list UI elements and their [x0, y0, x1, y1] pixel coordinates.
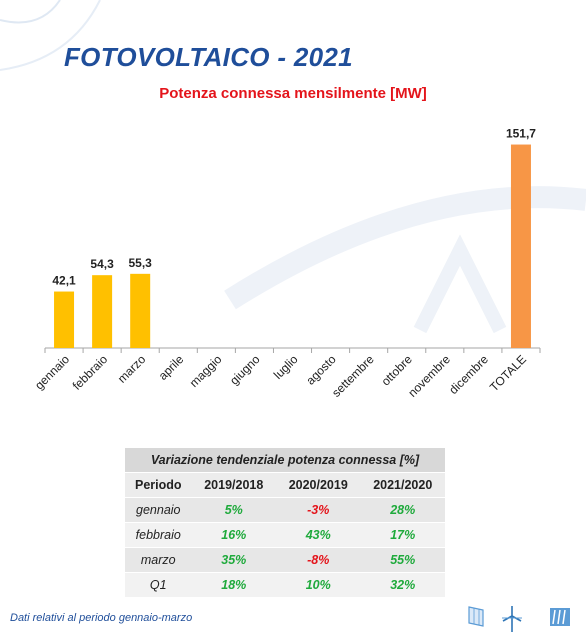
hydro-icon: [550, 608, 570, 626]
value-cell: 35%: [191, 547, 276, 573]
data-label: 151,7: [506, 127, 536, 141]
bar-marzo: [130, 273, 151, 348]
value-cell: 18%: [191, 572, 276, 597]
x-tick-label: settembre: [329, 352, 377, 400]
column-header: 2020/2019: [288, 478, 348, 492]
x-tick-label: giugno: [227, 352, 263, 388]
bar-gennaio: [54, 291, 75, 348]
data-label: 55,3: [129, 256, 153, 270]
solar-panel-icon: [468, 606, 484, 627]
table-row: Q1 18% 10% 32%: [125, 572, 445, 597]
x-tick-label: ottobre: [379, 352, 416, 389]
x-tick-label: marzo: [115, 352, 149, 386]
value-cell: 28%: [360, 497, 445, 523]
table-row: gennaio 5% -3% 28%: [125, 497, 445, 523]
bar-febbraio: [92, 275, 113, 348]
x-tick-label: dicembre: [446, 352, 491, 397]
chart-subtitle: Potenza connessa mensilmente [MW]: [159, 85, 427, 102]
variation-table-container: Variazione tendenziale potenza connessa …: [125, 448, 445, 597]
period-cell: marzo: [125, 547, 192, 573]
x-tick-label: gennaio: [32, 352, 72, 392]
table-caption: Variazione tendenziale potenza connessa …: [125, 448, 445, 473]
value-cell: 43%: [276, 522, 361, 548]
column-header: 2021/2020: [373, 478, 433, 492]
x-tick-label: maggio: [187, 352, 225, 390]
x-tick-label: febbraio: [70, 352, 111, 393]
value-cell: -8%: [276, 547, 361, 573]
x-tick-label: TOTALE: [487, 352, 529, 394]
value-cell: 16%: [191, 522, 276, 548]
value-cell: 10%: [276, 572, 361, 597]
column-header: 2019/2018: [204, 478, 264, 492]
value-cell: -3%: [276, 497, 361, 523]
variation-table: Variazione tendenziale potenza connessa …: [125, 448, 445, 597]
x-tick-label: luglio: [271, 352, 301, 382]
x-tick-label: aprile: [156, 352, 187, 383]
value-cell: 17%: [360, 522, 445, 548]
value-cell: 5%: [191, 497, 276, 523]
table-row: marzo 35% -8% 55%: [125, 547, 445, 573]
column-header: Periodo: [134, 478, 182, 492]
data-label: 54,3: [90, 257, 114, 271]
period-cell: Q1: [125, 572, 192, 597]
period-cell: febbraio: [125, 522, 192, 548]
page-title: FOTOVOLTAICO - 2021: [64, 42, 353, 72]
bar-chart: 42,1 gennaio 54,3 febbraio 55,3 marzo aprile ma…: [32, 127, 541, 400]
period-cell: gennaio: [125, 497, 192, 523]
x-tick-label: novembre: [405, 352, 453, 400]
bar-totale: [510, 144, 531, 348]
data-label: 42,1: [52, 274, 76, 288]
value-cell: 32%: [360, 572, 445, 597]
footer-note: Dati relativi al periodo gennaio-marzo: [10, 612, 193, 624]
table-row: febbraio 16% 43% 17%: [125, 522, 445, 548]
wind-turbine-icon: [502, 606, 522, 632]
value-cell: 55%: [360, 547, 445, 573]
x-tick-label: agosto: [303, 352, 339, 388]
